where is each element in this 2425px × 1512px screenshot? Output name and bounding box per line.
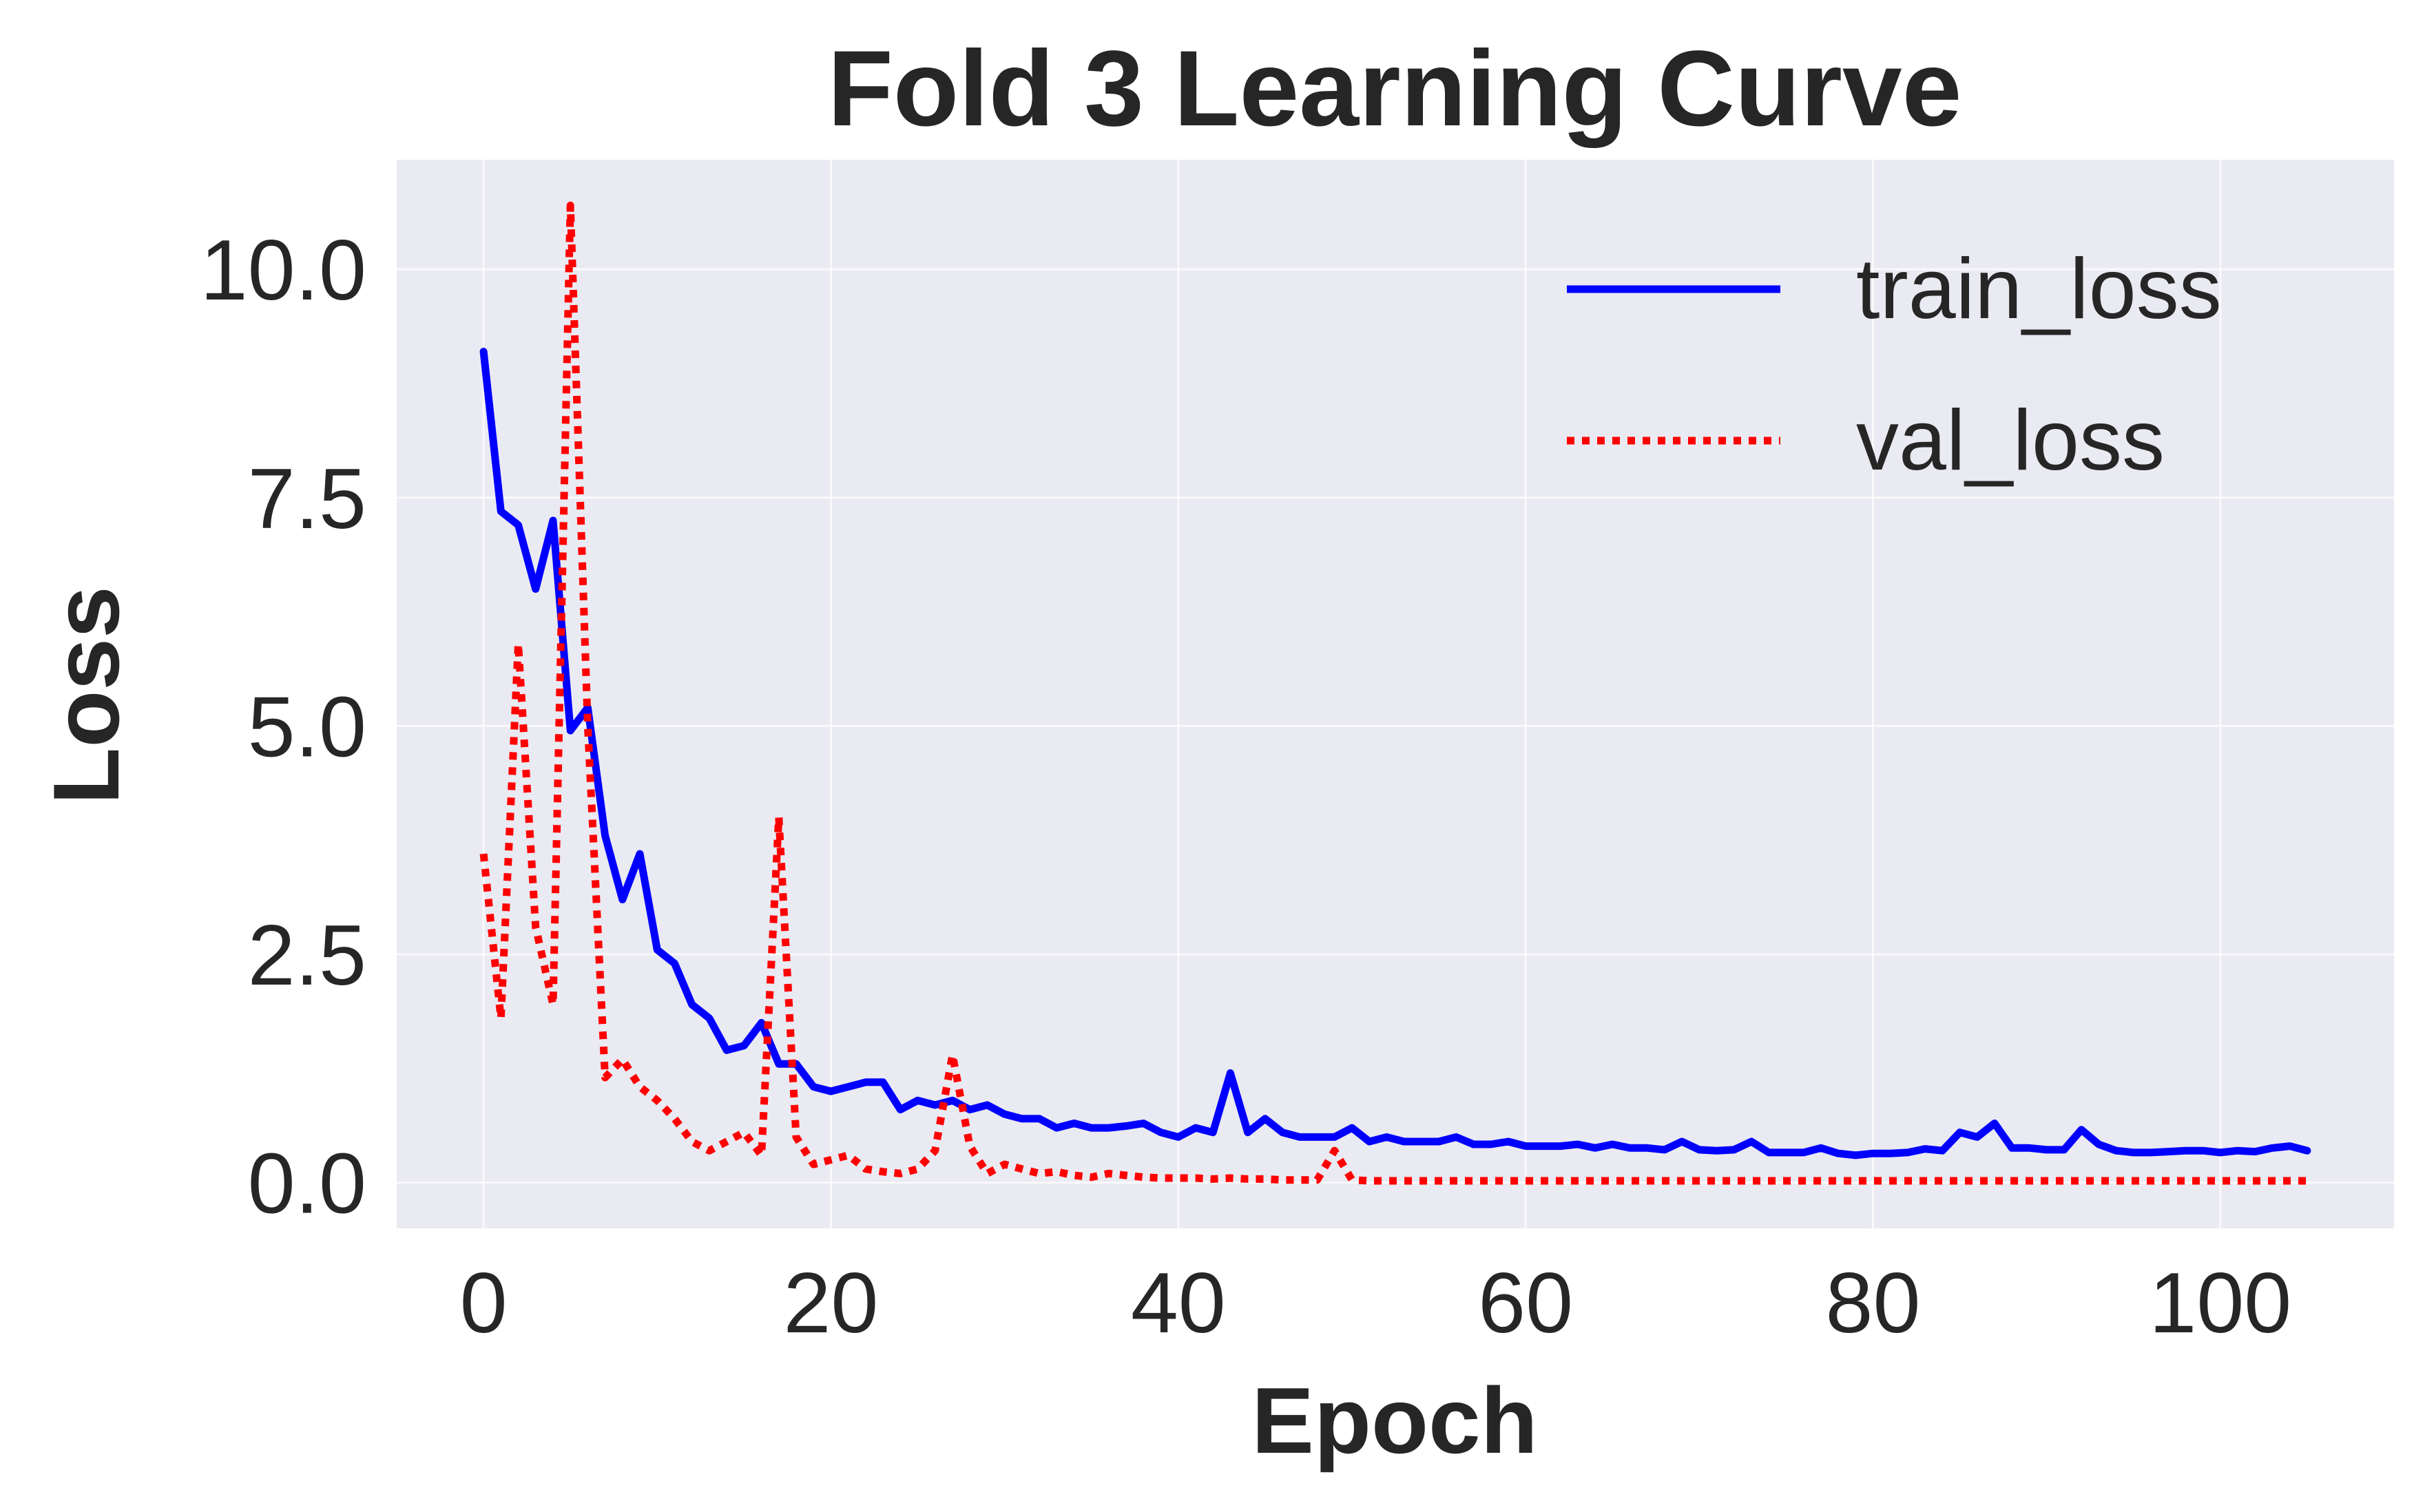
legend: train_loss val_loss — [1567, 242, 2222, 488]
series-line-val-loss — [479, 201, 2307, 1185]
x-tick-label: 100 — [2149, 1256, 2291, 1351]
y-tick-label: 0.0 — [248, 1137, 366, 1232]
y-axis-label: Loss — [34, 586, 138, 804]
series-lines — [479, 201, 2311, 1185]
y-tick-label: 10.0 — [200, 223, 366, 318]
y-tick-label: 7.5 — [248, 452, 366, 547]
y-tick-label: 2.5 — [248, 908, 366, 1003]
x-tick-label: 80 — [1826, 1256, 1921, 1351]
chart-title: Fold 3 Learning Curve — [828, 29, 1962, 149]
y-tick-label: 5.0 — [248, 680, 366, 775]
x-tick-label: 0 — [460, 1256, 508, 1351]
legend-label-train-loss: train_loss — [1856, 242, 2222, 337]
x-axis-label: Epoch — [1251, 1368, 1538, 1473]
x-tick-label: 40 — [1131, 1256, 1226, 1351]
series-line-train-loss — [479, 348, 2311, 1159]
tick-labels: 0 20 40 60 80 100 0.0 2.5 5.0 7.5 10.0 — [200, 223, 2292, 1351]
x-tick-label: 60 — [1478, 1256, 1573, 1351]
legend-label-val-loss: val_loss — [1856, 393, 2165, 488]
x-tick-label: 20 — [783, 1256, 878, 1351]
